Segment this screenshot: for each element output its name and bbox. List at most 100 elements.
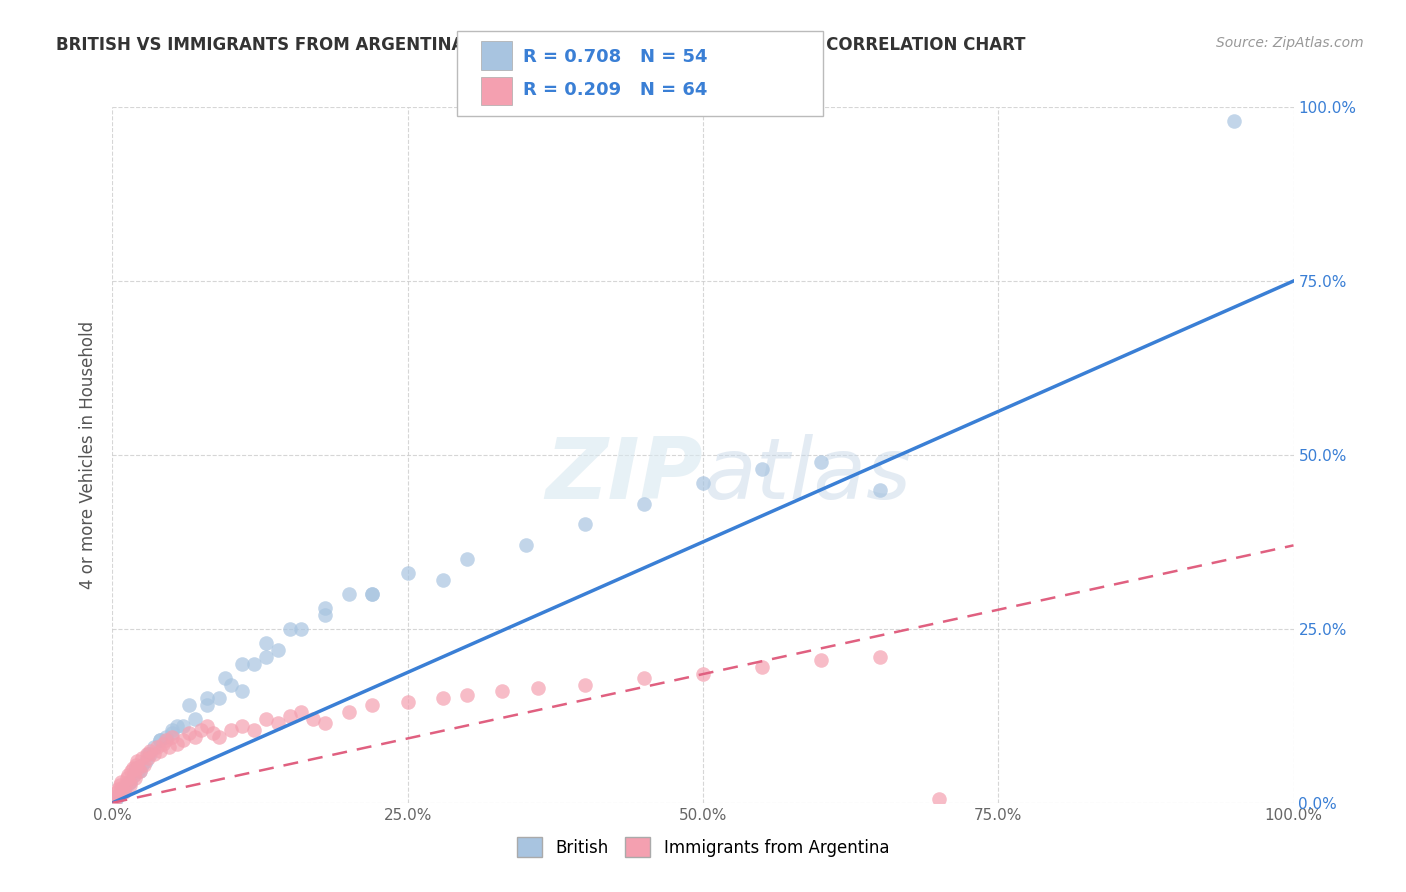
Point xyxy=(179,698,201,713)
Point xyxy=(120,775,142,789)
Point xyxy=(112,781,135,796)
Point xyxy=(120,775,142,789)
Text: BRITISH VS IMMIGRANTS FROM ARGENTINA 4 OR MORE VEHICLES IN HOUSEHOLD CORRELATION: BRITISH VS IMMIGRANTS FROM ARGENTINA 4 O… xyxy=(56,36,1026,54)
Point xyxy=(208,730,231,744)
Point xyxy=(432,573,454,587)
Point xyxy=(396,695,419,709)
Point xyxy=(267,642,290,657)
Text: Source: ZipAtlas.com: Source: ZipAtlas.com xyxy=(1216,36,1364,50)
Point xyxy=(115,772,138,786)
Point xyxy=(810,653,832,667)
Point xyxy=(149,744,172,758)
Legend: British, Immigrants from Argentina: British, Immigrants from Argentina xyxy=(510,830,896,864)
Point xyxy=(314,601,336,615)
Point xyxy=(491,684,513,698)
Point xyxy=(278,708,301,723)
Text: atlas: atlas xyxy=(703,434,911,517)
Point xyxy=(125,757,148,772)
Point xyxy=(105,789,128,803)
Point xyxy=(105,785,128,799)
Point xyxy=(314,715,336,730)
Point xyxy=(122,768,145,782)
Point xyxy=(231,684,253,698)
Point xyxy=(111,781,134,796)
Point xyxy=(254,649,277,664)
Point xyxy=(160,726,183,740)
Point xyxy=(136,750,159,764)
Point xyxy=(190,723,212,737)
Point xyxy=(219,677,242,691)
Point xyxy=(184,730,207,744)
Point xyxy=(290,622,312,636)
Point xyxy=(432,691,454,706)
Point xyxy=(243,723,266,737)
Point xyxy=(361,587,384,601)
Point xyxy=(157,740,180,755)
Point xyxy=(456,688,478,702)
Point xyxy=(243,657,266,671)
Point xyxy=(110,775,132,789)
Point xyxy=(121,761,143,775)
Point xyxy=(184,712,207,726)
Point xyxy=(928,792,950,806)
Point xyxy=(135,754,157,768)
Point xyxy=(131,757,153,772)
Text: ZIP: ZIP xyxy=(546,434,703,517)
Point xyxy=(139,747,162,761)
Point xyxy=(127,761,149,775)
Point xyxy=(125,761,148,775)
Point xyxy=(107,781,129,796)
Point xyxy=(179,726,201,740)
Point xyxy=(131,750,153,764)
Point xyxy=(361,587,384,601)
Point xyxy=(231,657,253,671)
Point xyxy=(136,747,159,761)
Point xyxy=(337,587,360,601)
Point xyxy=(142,747,165,761)
Point xyxy=(751,660,773,674)
Point xyxy=(219,723,242,737)
Point xyxy=(201,726,224,740)
Point xyxy=(160,723,183,737)
Point xyxy=(112,785,135,799)
Point xyxy=(124,772,146,786)
Point xyxy=(127,764,149,779)
Text: R = 0.209   N = 64: R = 0.209 N = 64 xyxy=(523,81,707,99)
Point xyxy=(104,792,127,806)
Point xyxy=(146,740,169,755)
Point xyxy=(1223,114,1246,128)
Point xyxy=(115,778,138,792)
Point xyxy=(149,733,172,747)
Point xyxy=(254,636,277,650)
Point xyxy=(254,712,277,726)
Point xyxy=(195,691,218,706)
Point xyxy=(267,715,290,730)
Point xyxy=(692,475,714,490)
Point xyxy=(692,667,714,681)
Point xyxy=(128,764,150,779)
Point xyxy=(117,768,139,782)
Point xyxy=(120,764,142,779)
Text: R = 0.708   N = 54: R = 0.708 N = 54 xyxy=(523,48,707,66)
Point xyxy=(214,671,236,685)
Point xyxy=(160,730,183,744)
Point xyxy=(114,778,136,792)
Point xyxy=(166,719,188,733)
Point xyxy=(127,754,149,768)
Point xyxy=(515,538,537,552)
Point xyxy=(810,455,832,469)
Y-axis label: 4 or more Vehicles in Household: 4 or more Vehicles in Household xyxy=(79,321,97,589)
Point xyxy=(574,517,596,532)
Point xyxy=(337,706,360,720)
Point xyxy=(231,719,253,733)
Point xyxy=(278,622,301,636)
Point xyxy=(134,757,156,772)
Point xyxy=(120,778,142,792)
Point xyxy=(195,698,218,713)
Point xyxy=(396,566,419,581)
Point xyxy=(139,744,162,758)
Point xyxy=(302,712,325,726)
Point xyxy=(155,733,177,747)
Point xyxy=(107,789,129,803)
Point xyxy=(456,552,478,566)
